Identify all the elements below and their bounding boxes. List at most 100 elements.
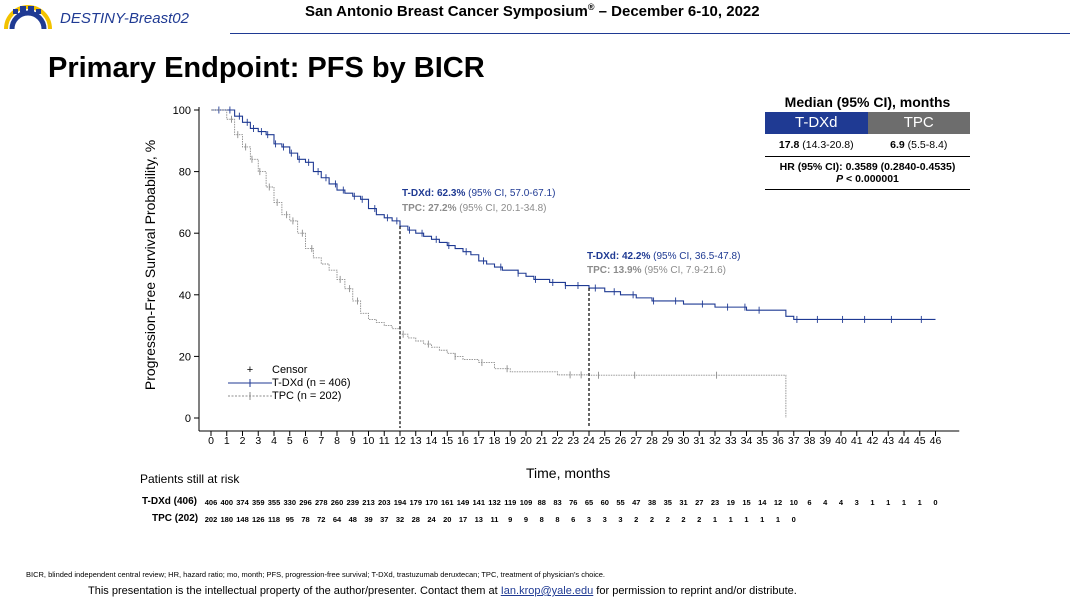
risk-value-tpc: 118 bbox=[268, 515, 280, 524]
x-tick-label: 25 bbox=[599, 435, 611, 447]
median-values-row: 17.8 (14.3-20.8) 6.9 (5.5-8.4) bbox=[765, 134, 970, 157]
contact-email-link[interactable]: Ian.krop@yale.edu bbox=[500, 585, 594, 597]
x-tick-label: 29 bbox=[662, 435, 674, 447]
x-tick-label: 46 bbox=[930, 435, 942, 447]
y-tick-label: 100 bbox=[173, 105, 191, 117]
risk-value-tpc: 2 bbox=[650, 515, 654, 524]
annotation-12mo-tdxd: T-DXd: 62.3% (95% CI, 57.0-67.1) bbox=[402, 188, 555, 199]
annotation-24mo-tdxd-ci: (95% CI, 36.5-47.8) bbox=[653, 251, 741, 262]
annotation-12mo-tdxd-rate: T-DXd: 62.3% bbox=[402, 188, 466, 199]
x-axis-label: Time, months bbox=[526, 465, 611, 481]
risk-value-tdxd: 23 bbox=[711, 498, 719, 507]
conference-title: San Antonio Breast Cancer Symposium® – D… bbox=[305, 2, 760, 20]
x-tick-label: 41 bbox=[851, 435, 863, 447]
risk-value-tpc: 24 bbox=[427, 515, 436, 524]
risk-value-tdxd: 1 bbox=[902, 498, 906, 507]
risk-value-tdxd: 27 bbox=[695, 498, 703, 507]
x-tick-label: 27 bbox=[630, 435, 642, 447]
risk-value-tdxd: 132 bbox=[488, 498, 501, 507]
x-tick-label: 17 bbox=[473, 435, 485, 447]
risk-value-tdxd: 374 bbox=[236, 498, 249, 507]
risk-value-tdxd: 141 bbox=[472, 498, 485, 507]
risk-value-tpc: 8 bbox=[540, 515, 544, 524]
median-tdxd-header: T-DXd bbox=[765, 112, 868, 134]
risk-value-tdxd: 19 bbox=[727, 498, 735, 507]
risk-value-tdxd: 179 bbox=[409, 498, 422, 507]
destiny-logo-icon bbox=[4, 5, 52, 30]
risk-value-tpc: 13 bbox=[475, 515, 483, 524]
risk-value-tdxd: 119 bbox=[504, 498, 516, 507]
risk-value-tdxd: 203 bbox=[378, 498, 391, 507]
risk-value-tdxd: 15 bbox=[742, 498, 750, 507]
tpc-curve bbox=[211, 109, 787, 418]
risk-value-tpc: 2 bbox=[666, 515, 670, 524]
x-tick-label: 9 bbox=[350, 435, 356, 447]
x-tick-label: 7 bbox=[318, 435, 324, 447]
x-tick-label: 18 bbox=[489, 435, 501, 447]
disclaimer-text-end: for permission to reprint and/or distrib… bbox=[593, 585, 797, 597]
x-tick-label: 43 bbox=[882, 435, 894, 447]
risk-value-tdxd: 65 bbox=[585, 498, 593, 507]
risk-value-tpc: 3 bbox=[618, 515, 622, 524]
x-tick-label: 21 bbox=[536, 435, 548, 447]
risk-value-tdxd: 12 bbox=[774, 498, 782, 507]
legend-tdxd: T-DXd (n = 406) bbox=[228, 377, 351, 390]
x-tick-label: 11 bbox=[379, 435, 390, 447]
risk-value-tpc: 1 bbox=[729, 515, 733, 524]
risk-value-tpc: 20 bbox=[443, 515, 451, 524]
tdxd-curve bbox=[211, 109, 936, 320]
risk-value-tpc: 148 bbox=[236, 515, 249, 524]
slide-title: Primary Endpoint: PFS by BICR bbox=[48, 52, 485, 84]
risk-value-tpc: 1 bbox=[776, 515, 780, 524]
header-divider bbox=[230, 33, 1070, 34]
risk-value-tdxd: 213 bbox=[362, 498, 375, 507]
risk-value-tpc: 2 bbox=[634, 515, 638, 524]
x-tick-label: 40 bbox=[835, 435, 847, 447]
risk-row-tdxd-label: T-DXd (406) bbox=[142, 496, 198, 507]
median-tdxd-number: 17.8 bbox=[778, 139, 800, 151]
risk-value-tdxd: 296 bbox=[299, 498, 312, 507]
legend-tdxd-label: T-DXd (n = 406) bbox=[272, 377, 351, 389]
annotation-24mo-tdxd: T-DXd: 42.2% (95% CI, 36.5-47.8) bbox=[587, 251, 740, 262]
x-tick-label: 14 bbox=[426, 435, 438, 447]
risk-value-tpc: 2 bbox=[697, 515, 701, 524]
risk-value-tpc: 9 bbox=[508, 515, 512, 524]
hazard-ratio: HR (95% CI): 0.3589 (0.2840-0.4535) bbox=[779, 161, 956, 173]
risk-value-tpc: 1 bbox=[744, 515, 748, 524]
x-tick-label: 30 bbox=[678, 435, 690, 447]
risk-value-tdxd: 14 bbox=[758, 498, 767, 507]
risk-value-tpc: 1 bbox=[713, 515, 717, 524]
risk-value-tpc: 78 bbox=[301, 515, 309, 524]
risk-value-tdxd: 10 bbox=[790, 498, 798, 507]
legend-censor-label: Censor bbox=[272, 364, 308, 376]
y-axis-label: Progression-Free Survival Probability, % bbox=[142, 139, 158, 391]
risk-value-tpc: 48 bbox=[349, 515, 357, 524]
x-tick-label: 0 bbox=[208, 435, 214, 447]
x-tick-label: 1 bbox=[224, 435, 230, 447]
x-tick-label: 6 bbox=[303, 435, 309, 447]
median-tdxd-value: 17.8 (14.3-20.8) bbox=[765, 134, 868, 156]
x-tick-label: 34 bbox=[741, 435, 753, 447]
x-tick-label: 23 bbox=[567, 435, 579, 447]
risk-value-tpc: 6 bbox=[571, 515, 575, 524]
risk-value-tdxd: 194 bbox=[394, 498, 407, 507]
risk-value-tdxd: 161 bbox=[441, 498, 454, 507]
risk-value-tdxd: 260 bbox=[331, 498, 344, 507]
x-tick-label: 5 bbox=[287, 435, 293, 447]
censor-mark-icon: + bbox=[246, 364, 254, 376]
x-tick-label: 8 bbox=[334, 435, 340, 447]
risk-value-tpc: 95 bbox=[286, 515, 294, 524]
risk-value-tpc: 39 bbox=[364, 515, 372, 524]
risk-value-tdxd: 3 bbox=[855, 498, 859, 507]
median-table-header: T-DXd TPC bbox=[765, 112, 970, 134]
risk-value-tdxd: 35 bbox=[664, 498, 672, 507]
risk-value-tpc: 180 bbox=[220, 515, 233, 524]
x-tick-label: 31 bbox=[693, 435, 705, 447]
risk-value-tdxd: 149 bbox=[457, 498, 470, 507]
legend-tpc-line-icon bbox=[228, 392, 272, 401]
risk-value-tdxd: 60 bbox=[601, 498, 609, 507]
risk-value-tdxd: 400 bbox=[220, 498, 233, 507]
risk-value-tpc: 1 bbox=[760, 515, 764, 524]
risk-value-tpc: 3 bbox=[587, 515, 591, 524]
chart-curves bbox=[211, 106, 936, 418]
